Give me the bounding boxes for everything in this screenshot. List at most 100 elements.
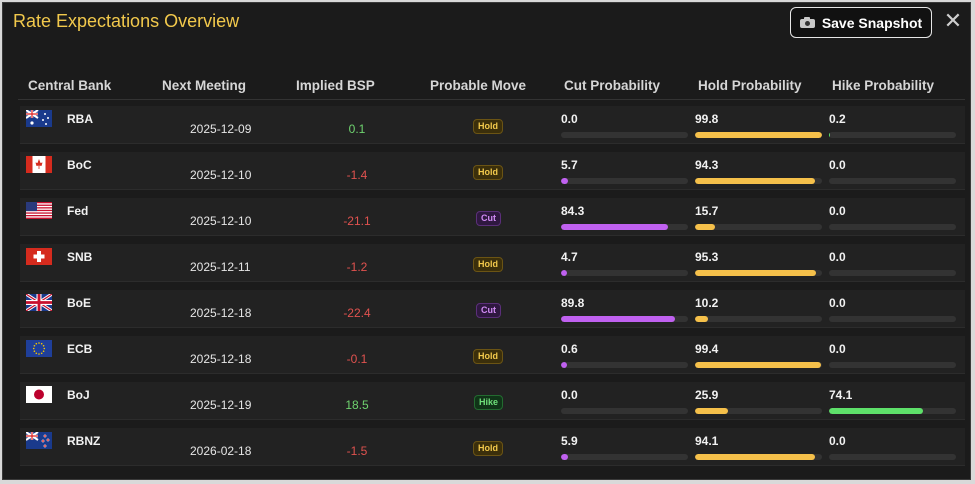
cut-probability-bar	[561, 270, 688, 276]
cut-probability-fill	[561, 224, 669, 230]
save-snapshot-label: Save Snapshot	[821, 14, 923, 31]
bank-code: BoE	[67, 296, 91, 310]
cut-probability-fill	[561, 270, 567, 276]
header-divider	[18, 99, 965, 100]
flag-gb-icon	[26, 294, 52, 311]
hold-probability-value: 94.1	[695, 434, 719, 448]
next-meeting-date: 2025-12-18	[190, 306, 252, 320]
hike-probability-bar	[829, 454, 956, 460]
table-row[interactable]: BoE 2025-12-18 -22.4 Cut 89.8 10.2 0.0	[20, 290, 965, 328]
flag-eu-icon	[26, 340, 52, 357]
hold-probability-fill	[695, 316, 708, 322]
hold-probability-fill	[695, 178, 815, 184]
save-snapshot-button[interactable]: Save Snapshot	[790, 7, 932, 38]
header-implied-bsp: Implied BSP	[296, 78, 375, 93]
probable-move-badge: Hold	[473, 349, 503, 364]
hike-probability-bar	[829, 178, 956, 184]
cut-probability-value: 5.9	[561, 434, 578, 448]
table-row[interactable]: ECB 2025-12-18 -0.1 Hold 0.6 99.4 0.0	[20, 336, 965, 374]
header-hold-probability: Hold Probability	[698, 78, 802, 93]
close-icon[interactable]: ✕	[943, 8, 963, 33]
implied-bsp: 18.5	[345, 398, 369, 412]
hold-probability-value: 99.4	[695, 342, 719, 356]
bank-code: BoJ	[67, 388, 90, 402]
bank-code: SNB	[67, 250, 93, 264]
table-row[interactable]: RBNZ 2026-02-18 -1.5 Hold 5.9 94.1 0.0	[20, 428, 965, 466]
hike-probability-bar	[829, 132, 956, 138]
implied-bsp: -22.4	[343, 306, 371, 320]
cut-probability-fill	[561, 362, 567, 368]
probable-move-badge: Hike	[474, 395, 504, 410]
cut-probability-fill	[561, 454, 569, 460]
next-meeting-date: 2025-12-10	[190, 214, 252, 228]
hike-probability-value: 0.0	[829, 158, 846, 172]
hike-probability-value: 74.1	[829, 388, 853, 402]
header-cut-probability: Cut Probability	[564, 78, 661, 93]
hold-probability-bar	[695, 454, 822, 460]
hike-probability-value: 0.0	[829, 342, 846, 356]
probable-move-badge: Hold	[473, 257, 503, 272]
cut-probability-value: 0.6	[561, 342, 578, 356]
flag-jp-icon	[26, 386, 52, 403]
cut-probability-bar	[561, 316, 688, 322]
bank-code: RBNZ	[67, 434, 101, 448]
header-central-bank: Central Bank	[28, 78, 112, 93]
hold-probability-bar	[695, 224, 822, 230]
hold-probability-bar	[695, 408, 822, 414]
hold-probability-bar	[695, 270, 822, 276]
hold-probability-fill	[695, 454, 815, 460]
table-row[interactable]: Fed 2025-12-10 -21.1 Cut 84.3 15.7 0.0	[20, 198, 965, 236]
implied-bsp: -21.1	[343, 214, 371, 228]
implied-bsp: -0.1	[346, 352, 368, 366]
hike-probability-value: 0.0	[829, 434, 846, 448]
table-row[interactable]: RBA 2025-12-09 0.1 Hold 0.0 99.8 0.2	[20, 106, 965, 144]
cut-probability-bar	[561, 178, 688, 184]
hold-probability-bar	[695, 316, 822, 322]
hike-probability-bar	[829, 362, 956, 368]
implied-bsp: 0.1	[348, 122, 366, 136]
cut-probability-fill	[561, 316, 676, 322]
flag-au-icon	[26, 110, 52, 127]
header-hike-probability: Hike Probability	[832, 78, 935, 93]
table-row[interactable]: SNB 2025-12-11 -1.2 Hold 4.7 95.3 0.0	[20, 244, 965, 282]
probable-move-badge: Hold	[473, 165, 503, 180]
table-row[interactable]: BoJ 2025-12-19 18.5 Hike 0.0 25.9 74.1	[20, 382, 965, 420]
cut-probability-bar	[561, 408, 688, 414]
cut-probability-value: 0.0	[561, 112, 578, 126]
implied-bsp: -1.4	[346, 168, 368, 182]
hike-probability-value: 0.0	[829, 250, 846, 264]
hold-probability-bar	[695, 178, 822, 184]
flag-ch-icon	[26, 248, 52, 265]
camera-icon	[799, 17, 815, 28]
hold-probability-value: 25.9	[695, 388, 719, 402]
hold-probability-value: 99.8	[695, 112, 719, 126]
next-meeting-date: 2025-12-11	[190, 260, 251, 274]
hold-probability-bar	[695, 132, 822, 138]
cut-probability-value: 5.7	[561, 158, 578, 172]
hike-probability-value: 0.0	[829, 296, 846, 310]
probable-move-badge: Hold	[473, 119, 503, 134]
probable-move-badge: Hold	[473, 441, 503, 456]
hold-probability-fill	[695, 224, 715, 230]
hold-probability-fill	[695, 132, 822, 138]
hike-probability-bar	[829, 224, 956, 230]
cut-probability-bar	[561, 362, 688, 368]
hold-probability-value: 95.3	[695, 250, 719, 264]
probable-move-badge: Cut	[476, 303, 501, 318]
next-meeting-date: 2025-12-09	[190, 122, 252, 136]
hold-probability-bar	[695, 362, 822, 368]
header-next-meeting: Next Meeting	[162, 78, 247, 93]
header-probable-move: Probable Move	[430, 78, 527, 93]
hike-probability-fill	[829, 408, 924, 414]
hike-probability-value: 0.0	[829, 204, 846, 218]
flag-nz-icon	[26, 432, 52, 449]
hold-probability-value: 10.2	[695, 296, 719, 310]
next-meeting-date: 2026-02-18	[190, 444, 252, 458]
hike-probability-bar	[829, 316, 956, 322]
hike-probability-bar	[829, 408, 956, 414]
table-row[interactable]: BoC 2025-12-10 -1.4 Hold 5.7 94.3 0.0	[20, 152, 965, 190]
flag-us-icon	[26, 202, 52, 219]
cut-probability-value: 89.8	[561, 296, 585, 310]
panel-title: Rate Expectations Overview	[13, 11, 240, 31]
